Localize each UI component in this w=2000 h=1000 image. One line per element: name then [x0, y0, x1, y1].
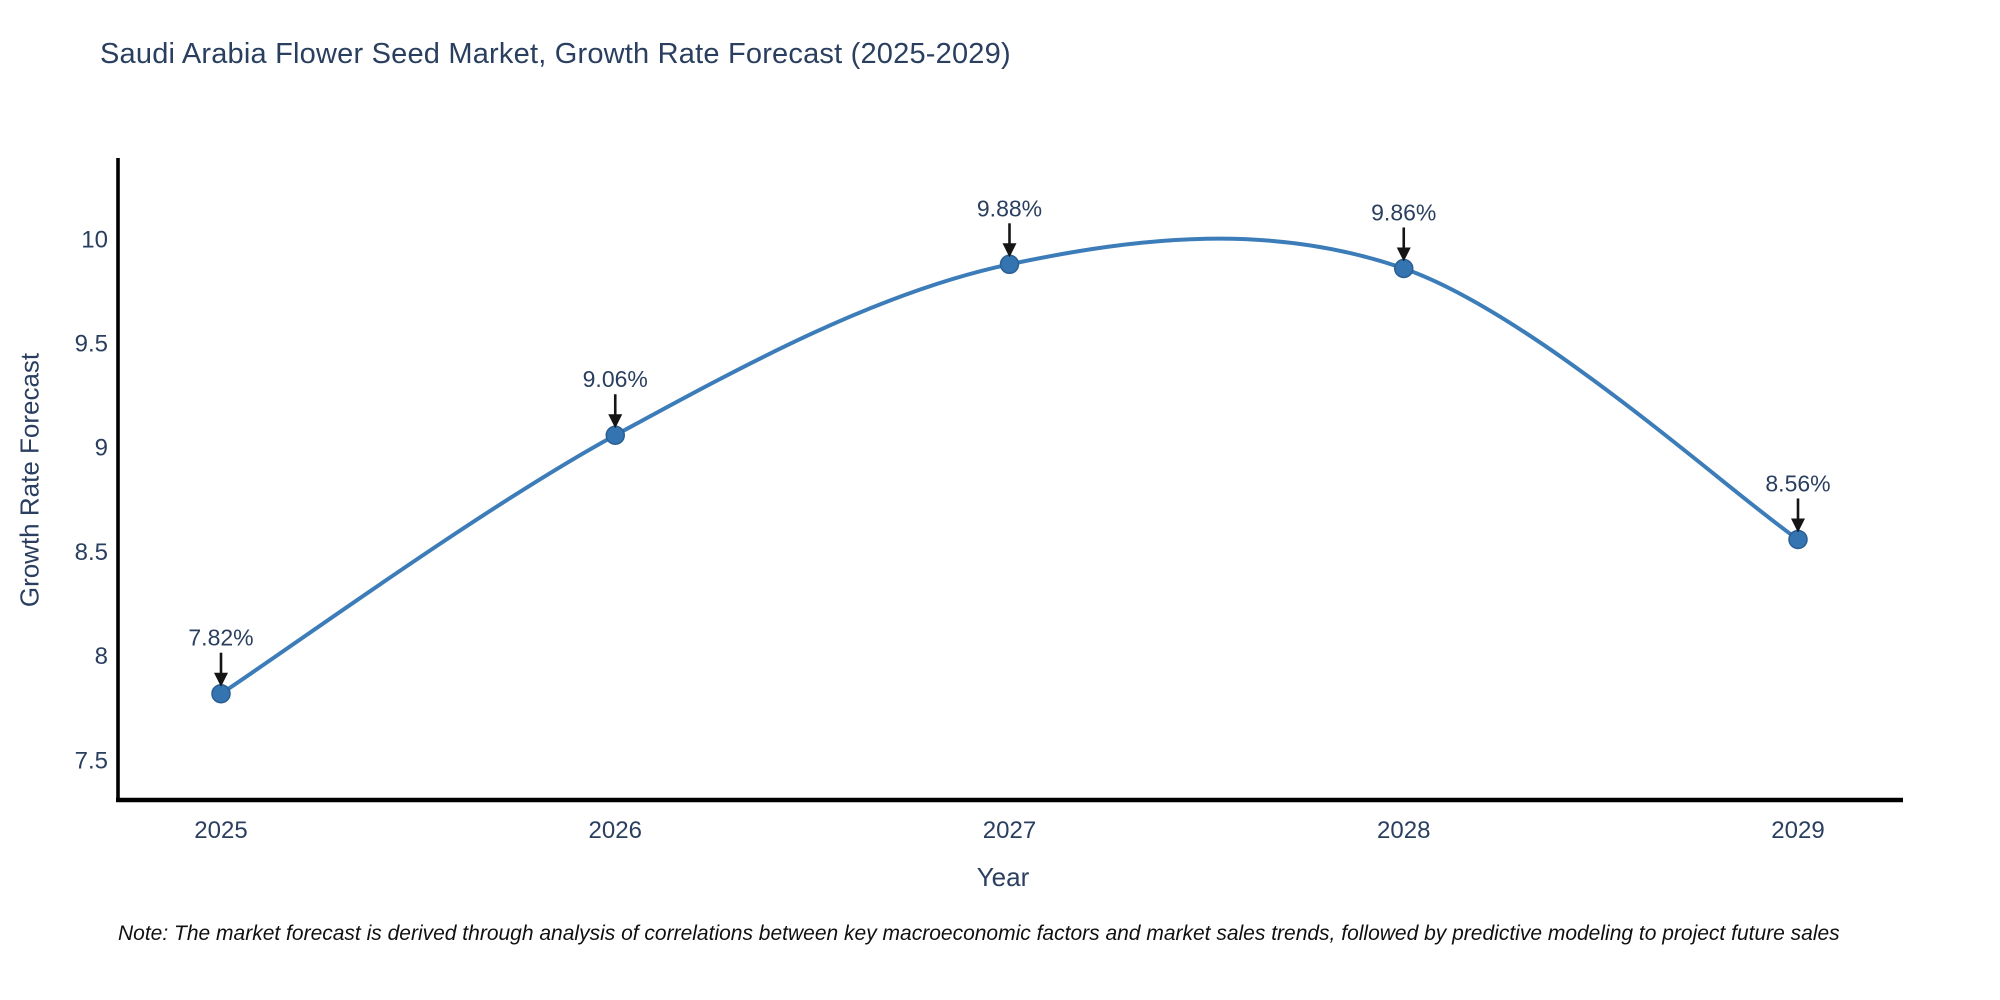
data-point-marker[interactable] — [1788, 529, 1808, 550]
annotation-arrow-head — [1791, 518, 1805, 533]
x-axis-tick-label: 2026 — [589, 817, 642, 844]
x-axis-tick-label: 2029 — [1771, 817, 1824, 844]
y-axis-tick-label: 8.5 — [75, 539, 108, 566]
series-line — [219, 236, 1800, 696]
footnote: Note: The market forecast is derived thr… — [118, 922, 1840, 945]
x-axis-tick-label: 2028 — [1377, 817, 1430, 844]
data-point-marker[interactable] — [605, 425, 625, 445]
y-axis-tick-label: 7.5 — [75, 747, 108, 774]
annotation-arrow-head — [214, 672, 228, 687]
annotation-arrow-head — [1396, 247, 1411, 262]
y-axis-tick-label: 8 — [95, 643, 108, 670]
data-point-label: 8.56% — [1765, 470, 1830, 496]
data-point-marker[interactable] — [1394, 258, 1414, 279]
y-axis-tick-label: 9 — [95, 435, 108, 462]
y-axis-tick-label: 9.5 — [75, 331, 108, 358]
x-axis-tick-label: 2027 — [983, 817, 1036, 844]
data-point-marker[interactable] — [999, 254, 1020, 275]
data-point-label: 9.06% — [583, 366, 648, 392]
data-point-marker[interactable] — [211, 683, 231, 704]
chart-title: Saudi Arabia Flower Seed Market, Growth … — [100, 38, 1011, 70]
data-point-label: 7.82% — [188, 625, 253, 651]
annotation-arrow-head — [608, 414, 623, 429]
x-axis-tick-label: 2025 — [194, 817, 247, 844]
y-axis-tick-label: 10 — [81, 226, 108, 253]
x-axis-title: Year — [976, 862, 1030, 892]
data-point-label: 9.88% — [977, 195, 1042, 221]
data-point-label: 9.86% — [1371, 199, 1436, 225]
annotation-arrow-head — [1002, 243, 1017, 258]
